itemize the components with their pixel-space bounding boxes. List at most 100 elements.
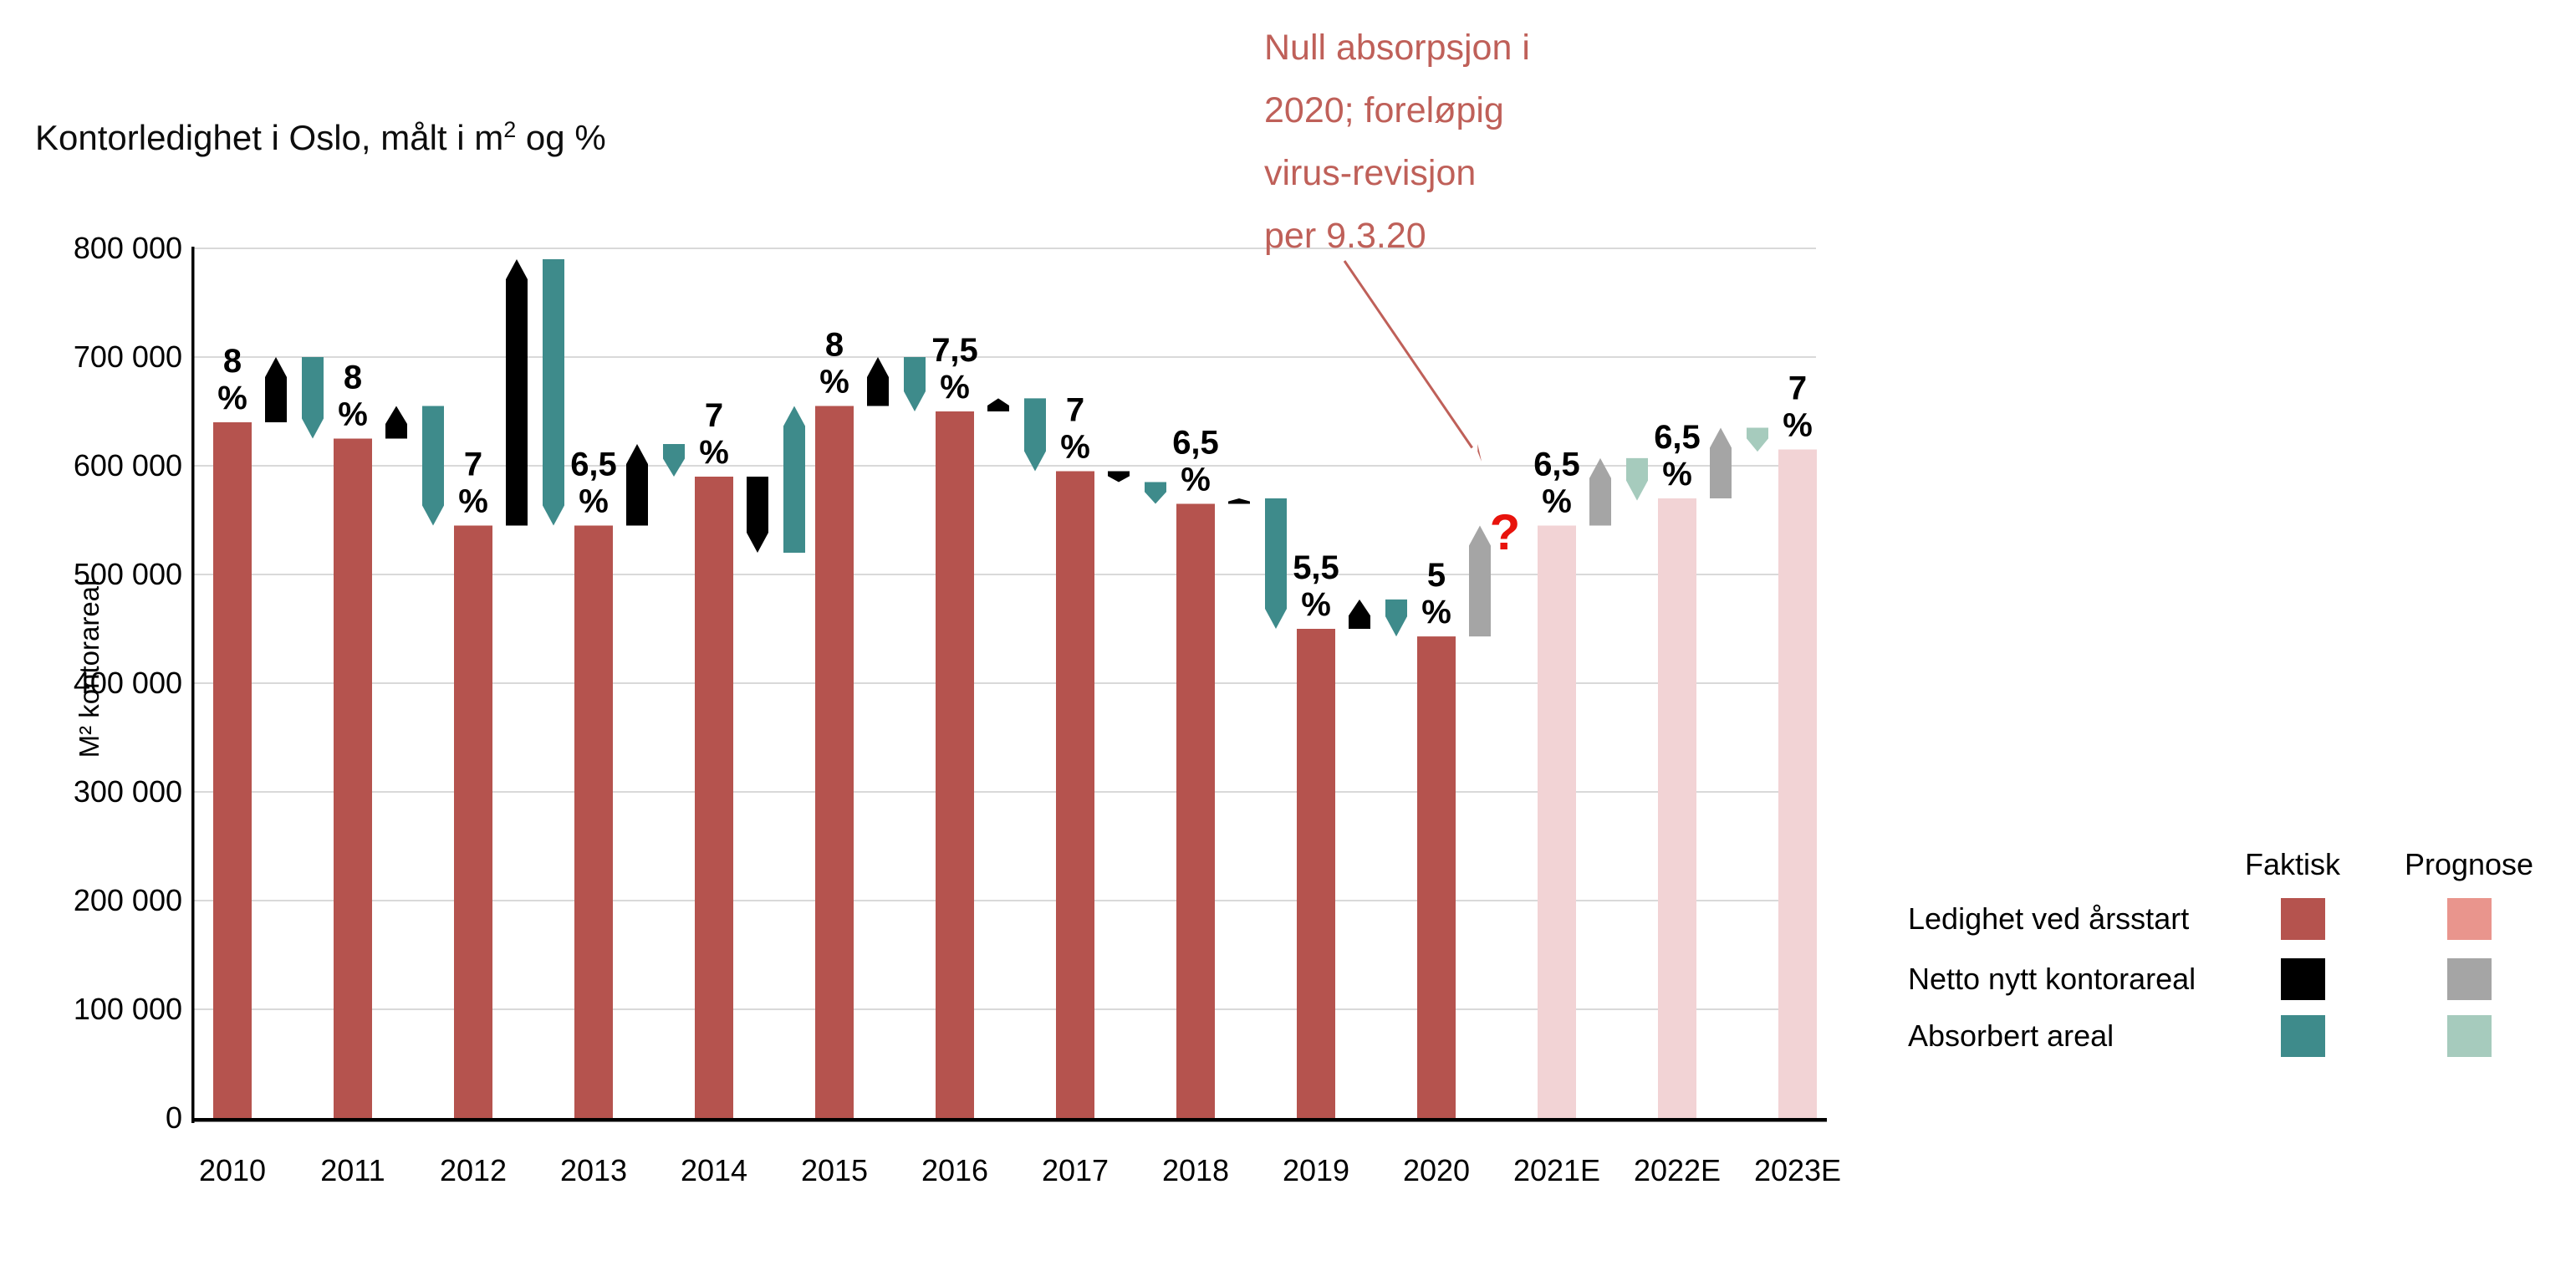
y-tick-label-800000: 800 000 — [74, 231, 182, 265]
x-tick-label-2015: 2015 — [801, 1153, 868, 1187]
pct-label-2021E: 6,5 — [1533, 447, 1580, 483]
vacancy-bar-2010 — [213, 422, 252, 1118]
pct-unit-2018: % — [1181, 462, 1211, 498]
absorbed-arrow-2017 — [1145, 482, 1166, 504]
chart-title-suffix: og % — [516, 118, 606, 157]
absorbed-arrow-2011 — [422, 406, 444, 526]
net-new-arrow-2022E — [1710, 427, 1732, 498]
vacancy-bar-2011 — [334, 438, 372, 1118]
pct-unit-2021E: % — [1542, 483, 1572, 520]
vacancy-bar-2015 — [815, 406, 854, 1118]
vacancy-bar-2016 — [936, 411, 974, 1118]
annotation-line: per 9.3.20 — [1264, 216, 1426, 256]
x-tick-label-2012: 2012 — [440, 1153, 507, 1187]
x-tick-label-2021E: 2021E — [1513, 1153, 1600, 1187]
pct-unit-2012: % — [458, 483, 488, 520]
x-tick-label-2010: 2010 — [199, 1153, 266, 1187]
y-tick-label-600000: 600 000 — [74, 448, 182, 482]
y-tick-label-700000: 700 000 — [74, 340, 182, 374]
x-tick-label-2019: 2019 — [1283, 1153, 1349, 1187]
x-tick-label-2016: 2016 — [921, 1153, 988, 1187]
x-tick-label-2023E: 2023E — [1754, 1153, 1841, 1187]
vacancy-bar-2018 — [1176, 503, 1215, 1118]
absorbed-arrow-2022E — [1747, 427, 1768, 452]
pct-label-2017: 7 — [1066, 392, 1084, 429]
pct-label-2014: 7 — [705, 397, 723, 434]
question-mark: ? — [1490, 504, 1521, 560]
absorbed-arrow-2012 — [543, 259, 564, 526]
absorbed-arrow-2015 — [904, 357, 926, 411]
y-axis-title: M² kontorareal — [74, 579, 105, 758]
pct-unit-2019: % — [1301, 586, 1331, 623]
net-new-arrow-2016 — [987, 398, 1009, 411]
annotation-note: Null absorpsjon i 2020; foreløpig virus-… — [1264, 17, 1530, 268]
pct-label-2010: 8 — [223, 343, 242, 380]
pct-unit-2011: % — [338, 396, 368, 433]
absorbed-arrow-2014 — [783, 406, 805, 553]
pct-label-2016: 7,5 — [931, 332, 978, 369]
chart-title-text: Kontorledighet i Oslo, målt i m — [35, 118, 504, 157]
y-tick-label-400000: 400 000 — [74, 666, 182, 700]
x-axis-line — [191, 1118, 1827, 1122]
net-new-arrow-2019 — [1349, 599, 1370, 629]
vacancy-bar-2022E — [1658, 498, 1696, 1118]
x-tick-label-2022E: 2022E — [1634, 1153, 1721, 1187]
vacancy-bar-2021E — [1538, 525, 1576, 1118]
pct-label-2012: 7 — [464, 447, 482, 483]
pct-label-2020: 5 — [1427, 557, 1446, 594]
x-tick-label-2014: 2014 — [681, 1153, 747, 1187]
pct-label-2023E: 7 — [1788, 370, 1807, 407]
net-new-arrow-2012 — [506, 259, 528, 526]
net-new-arrow-2018 — [1228, 498, 1250, 504]
net-new-arrow-2020 — [1469, 525, 1491, 637]
y-axis-line — [191, 247, 195, 1123]
pct-label-2011: 8 — [344, 360, 362, 396]
pct-unit-2020: % — [1421, 594, 1451, 630]
pct-label-2015: 8 — [825, 327, 844, 364]
pct-label-2013: 6,5 — [570, 447, 617, 483]
x-tick-label-2020: 2020 — [1403, 1153, 1470, 1187]
net-new-arrow-2010 — [265, 357, 287, 422]
net-new-arrow-2021E — [1589, 457, 1611, 526]
absorbed-arrow-2013 — [663, 444, 685, 477]
annotation-arrowhead-icon — [1477, 443, 1482, 462]
pct-unit-2010: % — [217, 380, 247, 416]
pct-unit-2013: % — [579, 483, 609, 520]
vacancy-bar-2012 — [454, 525, 492, 1118]
x-tick-label-2011: 2011 — [320, 1153, 385, 1187]
pct-label-2018: 6,5 — [1172, 425, 1219, 462]
pct-unit-2017: % — [1060, 429, 1090, 466]
y-tick-label-100000: 100 000 — [74, 992, 182, 1026]
vacancy-bar-2023E — [1778, 449, 1817, 1118]
absorbed-arrow-2016 — [1024, 398, 1046, 472]
vacancy-bar-2013 — [574, 525, 613, 1118]
absorbed-arrow-2021E — [1626, 457, 1648, 501]
y-tick-label-300000: 300 000 — [74, 774, 182, 809]
vacancy-bar-2014 — [695, 477, 733, 1118]
net-new-arrow-2013 — [626, 444, 648, 526]
net-new-arrow-2017 — [1108, 471, 1130, 482]
vacancy-bar-2017 — [1056, 471, 1094, 1118]
net-new-arrow-2015 — [867, 357, 889, 406]
x-tick-label-2013: 2013 — [560, 1153, 627, 1187]
chart-title: Kontorledighet i Oslo, målt i m2 og % — [35, 117, 606, 158]
pct-unit-2014: % — [699, 434, 729, 471]
x-tick-label-2017: 2017 — [1042, 1153, 1109, 1187]
absorbed-arrow-2018 — [1265, 498, 1287, 629]
absorbed-arrow-2010 — [302, 357, 324, 439]
annotation-line: Null absorpsjon i — [1264, 28, 1530, 68]
net-new-arrow-2011 — [385, 406, 407, 439]
pct-unit-2023E: % — [1783, 407, 1813, 444]
vacancy-bar-2019 — [1297, 629, 1335, 1118]
chart-title-superscript: 2 — [503, 117, 517, 142]
absorbed-arrow-2019 — [1385, 599, 1407, 637]
annotation-leader-line — [1343, 260, 1473, 449]
pct-unit-2016: % — [940, 369, 970, 406]
y-tick-label-200000: 200 000 — [74, 883, 182, 917]
vacancy-bar-2020 — [1417, 636, 1456, 1118]
annotation-line: 2020; foreløpig — [1264, 90, 1504, 130]
net-new-arrow-2014 — [747, 477, 768, 553]
pct-label-2019: 5,5 — [1293, 549, 1339, 586]
pct-unit-2015: % — [819, 364, 849, 401]
